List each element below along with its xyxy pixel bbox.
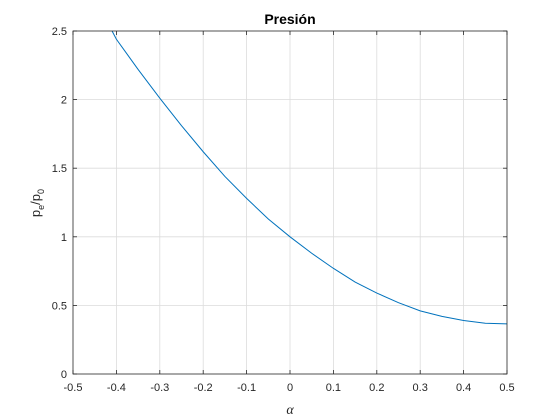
x-tick-label: 0 <box>287 382 293 394</box>
y-tick-label: 1 <box>61 232 67 244</box>
x-tick-label: 0.5 <box>499 382 514 394</box>
y-tick-label: 0 <box>61 369 67 381</box>
x-tick-label: -0.5 <box>64 382 83 394</box>
y-axis-label-base2: p <box>28 194 43 201</box>
x-tick-labels: -0.5 -0.4 -0.3 -0.2 -0.1 0 0.1 0.2 0.3 0.4 0.5 <box>64 382 515 394</box>
y-tick-labels: 0 0.5 1 1.5 2 2.5 <box>52 26 67 381</box>
y-tick-label: 2.5 <box>52 26 67 38</box>
x-tick-label: 0.2 <box>369 382 384 394</box>
x-tick-label: -0.4 <box>107 382 126 394</box>
chart-title: Presión <box>264 11 315 27</box>
y-tick-label: 0.5 <box>52 300 67 312</box>
y-axis-label-sub: e <box>36 205 46 210</box>
series-layer <box>111 30 508 325</box>
y-tick-label: 2 <box>61 95 67 107</box>
y-axis-label: pe/p0 <box>28 189 46 217</box>
x-tick-label: -0.2 <box>194 382 213 394</box>
x-tick-label: -0.1 <box>237 382 256 394</box>
tick-marks <box>72 30 508 375</box>
x-tick-label: -0.3 <box>150 382 169 394</box>
y-axis-label-sub2: 0 <box>36 189 46 194</box>
series-line <box>111 30 508 325</box>
x-tick-label: 0.3 <box>413 382 428 394</box>
y-axis-label-base: p <box>28 210 43 217</box>
x-tick-label: 0.1 <box>326 382 341 394</box>
x-axis-label: α <box>286 403 294 418</box>
y-tick-label: 1.5 <box>52 163 67 175</box>
y-axis-label-sep: / <box>28 201 43 205</box>
x-tick-label: 0.4 <box>456 382 471 394</box>
